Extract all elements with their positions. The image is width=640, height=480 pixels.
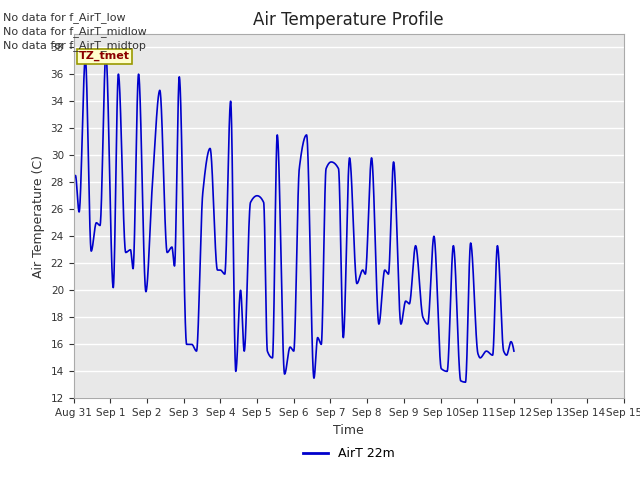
Y-axis label: Air Temperature (C): Air Temperature (C)	[32, 155, 45, 277]
X-axis label: Time: Time	[333, 424, 364, 437]
Text: TZ_tmet: TZ_tmet	[79, 51, 130, 61]
Text: No data for f_AirT_low
No data for f_AirT_midlow
No data for f_AirT_midtop: No data for f_AirT_low No data for f_Air…	[3, 12, 147, 51]
Title: Air Temperature Profile: Air Temperature Profile	[253, 11, 444, 29]
Legend: AirT 22m: AirT 22m	[298, 442, 399, 465]
